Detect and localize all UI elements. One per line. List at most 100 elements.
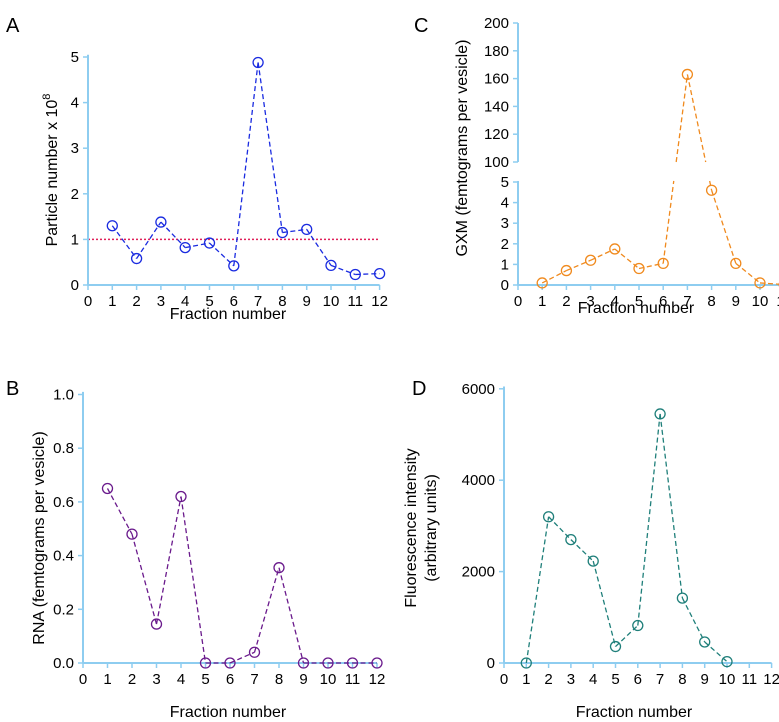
series-segment-c: [710, 190, 737, 264]
data-point-b: [273, 562, 285, 574]
x-tick-label: 7: [656, 671, 664, 688]
y-tick-label: 0.4: [53, 548, 74, 565]
data-point-a: [130, 252, 143, 265]
series-segment-d: [592, 560, 617, 647]
data-point-a: [106, 220, 118, 232]
data-point-d: [676, 592, 689, 604]
data-point-d: [654, 408, 666, 420]
series-segment-a: [330, 264, 356, 276]
x-tick-label: 1: [522, 671, 530, 688]
x-tick-label: 2: [544, 671, 552, 688]
data-point-b: [297, 657, 310, 669]
series-segment-a: [233, 62, 259, 266]
y-tick-label: 1: [501, 256, 509, 273]
x-tick-label: 5: [635, 293, 643, 310]
chart-panel-a: A Particle number x 108 Fraction number …: [6, 15, 388, 323]
y-tick-label: 5: [501, 174, 509, 191]
x-tick-label: 3: [152, 671, 160, 688]
x-tick-label: 10: [323, 293, 340, 310]
data-point-a: [252, 56, 264, 69]
data-point-a: [349, 268, 361, 281]
x-axis-title-c: Fraction number: [578, 300, 695, 317]
x-tick-label: 4: [177, 671, 185, 688]
x-tick-label: 5: [205, 293, 213, 310]
y-tick-label: 1.0: [53, 387, 74, 404]
x-tick-label: 8: [275, 671, 283, 688]
x-tick-label: 12: [369, 671, 386, 688]
y-axis-title-b: RNA (femtograms per vesicle): [31, 431, 48, 644]
y-tick-label: 100: [484, 154, 509, 171]
x-tick-label: 7: [683, 293, 691, 310]
y-tick-label: 4: [71, 95, 79, 112]
y-tick-label: 6000: [462, 381, 495, 398]
x-tick-label: 1: [103, 671, 111, 688]
data-point-a: [301, 223, 313, 236]
series-segment-c: [590, 248, 616, 261]
series-segment-a: [282, 228, 307, 234]
y-axis-title-d-line1: Fluorescence intensity: [403, 448, 420, 607]
x-tick-label: 6: [226, 671, 234, 688]
series-segment-c: [541, 270, 567, 284]
series-segment-c: [709, 180, 713, 191]
x-tick-label: 0: [500, 671, 508, 688]
data-point-b: [248, 646, 261, 658]
series-segment-a: [185, 242, 210, 249]
series-segment-b: [253, 567, 280, 653]
x-tick-label: 7: [250, 671, 258, 688]
x-tick-label: 4: [589, 671, 597, 688]
x-tick-label: 6: [634, 671, 642, 688]
x-tick-label: 9: [732, 293, 740, 310]
series-segment-a: [160, 221, 186, 249]
y-tick-label: 180: [484, 43, 509, 60]
data-point-a: [228, 260, 240, 272]
data-point-b: [101, 482, 114, 495]
y-tick-label: 160: [484, 71, 509, 88]
y-tick-label: 200: [484, 15, 509, 32]
x-tick-label: 1: [538, 293, 546, 310]
x-tick-label: 8: [707, 293, 715, 310]
data-point-b: [150, 618, 163, 630]
x-tick-label: 11: [348, 293, 364, 310]
data-point-a: [325, 259, 337, 272]
chart-panel-c: C GXM (femtograms per vesicle) Fraction …: [414, 15, 779, 317]
y-tick-label: 5: [71, 49, 79, 66]
data-point-a: [373, 267, 386, 280]
x-tick-label: 6: [230, 293, 238, 310]
series-segment-c: [675, 74, 689, 163]
y-tick-label: 3: [501, 215, 509, 232]
data-point-c: [560, 264, 573, 277]
panel-letter-d: D: [412, 378, 426, 400]
series-segment-b: [106, 488, 133, 535]
y-tick-label: 2: [501, 236, 509, 253]
y-tick-label: 140: [484, 98, 509, 115]
data-point-a: [276, 226, 289, 239]
series-segment-d: [637, 413, 661, 626]
x-tick-label: 5: [611, 671, 619, 688]
data-point-a: [179, 241, 191, 254]
y-tick-label: 0.0: [53, 655, 74, 672]
data-point-b: [175, 490, 187, 503]
x-tick-label: 7: [254, 293, 262, 310]
x-tick-label: 10: [752, 293, 769, 310]
series-segment-d: [659, 413, 684, 599]
series-segment-c: [662, 180, 675, 264]
x-tick-label: 4: [611, 293, 619, 310]
y-tick-label: 2000: [462, 564, 495, 581]
y-tick-label: 0.2: [53, 601, 74, 618]
x-tick-label: 3: [567, 671, 575, 688]
data-point-b: [199, 657, 212, 669]
x-tick-label: 8: [678, 671, 686, 688]
panel-letter-c: C: [414, 15, 428, 37]
x-tick-label: 9: [303, 293, 311, 310]
series-segment-d: [525, 516, 550, 664]
data-point-d: [587, 555, 599, 567]
x-tick-label: 3: [586, 293, 594, 310]
x-tick-label: 10: [719, 671, 736, 688]
data-point-a: [155, 216, 167, 228]
series-segment-c: [759, 282, 779, 285]
x-tick-label: 8: [278, 293, 286, 310]
data-point-c: [609, 243, 621, 255]
data-point-d: [699, 636, 711, 648]
data-point-c: [536, 277, 548, 289]
x-tick-label: 4: [181, 293, 189, 310]
